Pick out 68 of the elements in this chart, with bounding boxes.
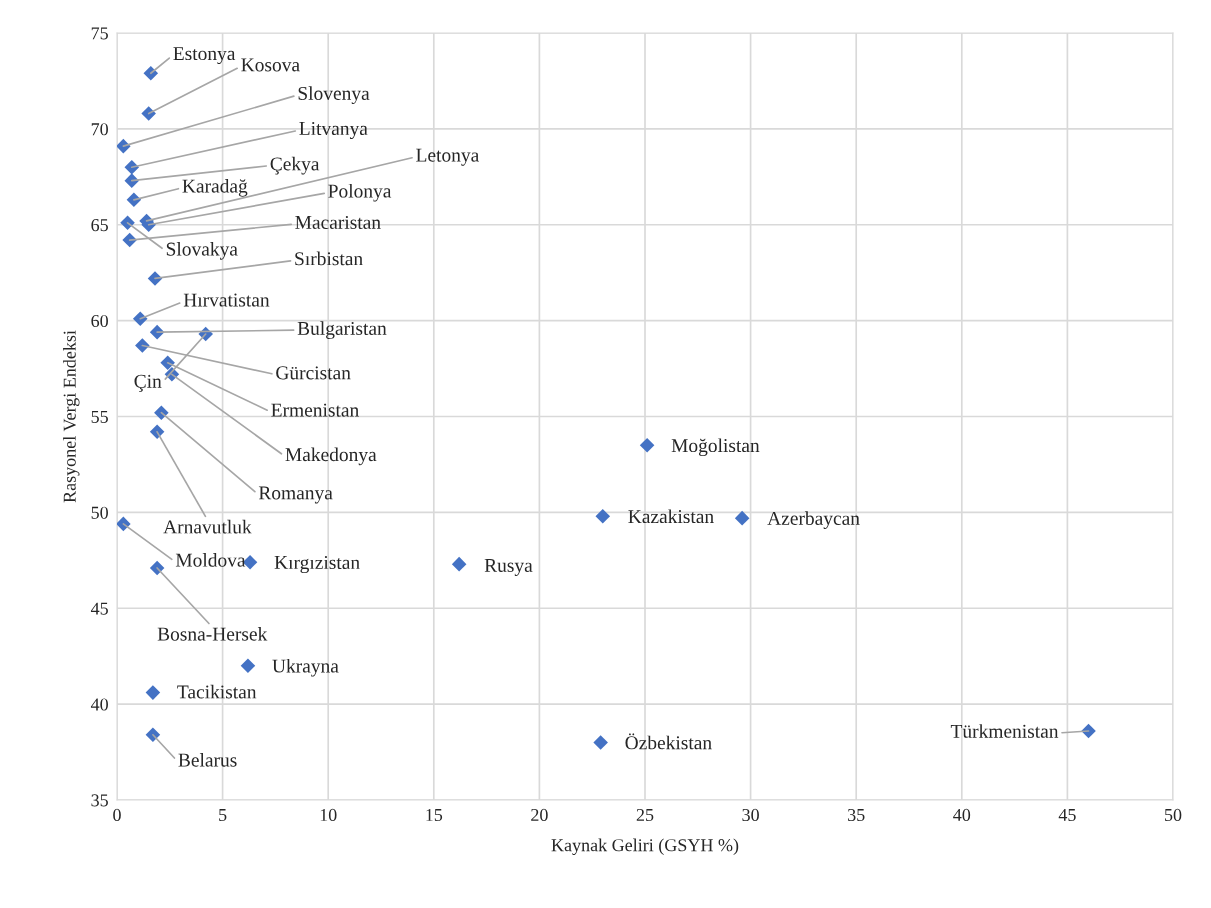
x-tick-label: 40 [953, 808, 971, 822]
point [143, 65, 159, 81]
annotation: Slovakya [166, 241, 238, 260]
x-tick-label: 50 [1165, 808, 1182, 822]
point [639, 437, 655, 453]
point [141, 106, 156, 121]
point [240, 658, 256, 674]
annotation: Belarus [178, 752, 237, 767]
annotation: Romanya [258, 486, 333, 504]
annotation: Bulgaristan [297, 321, 387, 339]
annotation: Rusya [484, 559, 533, 576]
annotation: Macaristan [295, 215, 381, 229]
annotation: Estonya [173, 47, 236, 65]
annotation: Kırgızistan [274, 555, 360, 574]
y-tick-label: 65 [91, 219, 108, 232]
y-tick-label: 35 [91, 794, 108, 807]
annotation: Litvanya [299, 121, 368, 140]
y-tick-label: 60 [91, 314, 108, 328]
point [120, 215, 135, 231]
point [145, 685, 161, 700]
annotation: Polonya [328, 183, 392, 202]
annotation: Azerbaycan [767, 511, 860, 529]
annotation: Çin [134, 374, 162, 392]
x-tick-label: 0 [113, 808, 121, 822]
annotation: Karadağ [182, 178, 248, 197]
annotation: Moldova [175, 553, 246, 567]
x-tick-label: 20 [531, 808, 548, 822]
x-tick-label: 30 [742, 808, 759, 822]
y-tick-label: 45 [90, 602, 108, 615]
point [593, 735, 608, 750]
x-tick-label: 25 [636, 808, 654, 822]
annotation: Kazakistan [628, 509, 714, 524]
annotation: Çekya [270, 156, 320, 175]
annotation: Makedonya [285, 447, 377, 466]
y-tick-label: 50 [91, 506, 108, 519]
annotation: Kosova [241, 58, 300, 72]
x-tick-label: 5 [219, 809, 227, 822]
y-axis-title: Rasyonel Vergi Endeksi [63, 330, 80, 503]
annotation: Ukrayna [272, 658, 339, 677]
x-tick-label: 45 [1058, 808, 1076, 822]
point [117, 138, 131, 154]
annotation: Hırvatistan [183, 293, 270, 307]
x-tick-label: 15 [426, 808, 443, 822]
annotation: Arnavutluk [163, 519, 252, 534]
point [595, 508, 611, 524]
annotation: Türkmenistan [950, 724, 1059, 738]
annotation: Letonya [416, 148, 480, 166]
point [117, 516, 131, 532]
y-tick-label: 40 [90, 698, 108, 711]
point [132, 311, 148, 326]
annotation: Bosna-Hersek [157, 626, 268, 641]
annotation: Moğolistan [671, 438, 760, 457]
x-tick-label: 10 [320, 808, 337, 822]
point [154, 405, 169, 420]
annotation: Ermenistan [271, 403, 359, 417]
annotation: Sırbistan [295, 251, 363, 266]
x-axis-title: Kaynak Geliri (GSYH %) [551, 838, 739, 856]
point [734, 510, 750, 526]
y-tick-label: 75 [91, 27, 108, 40]
point [451, 556, 467, 572]
y-tick-label: 55 [91, 410, 108, 423]
annotation: Tacikistan [177, 684, 257, 699]
point [149, 424, 165, 440]
annotation: Slovenya [298, 86, 370, 104]
x-tick-label: 35 [848, 808, 865, 822]
annotation: Özbekistan [625, 733, 712, 750]
y-tick-label: 70 [91, 123, 108, 136]
annotation: Gürcistan [276, 366, 351, 380]
